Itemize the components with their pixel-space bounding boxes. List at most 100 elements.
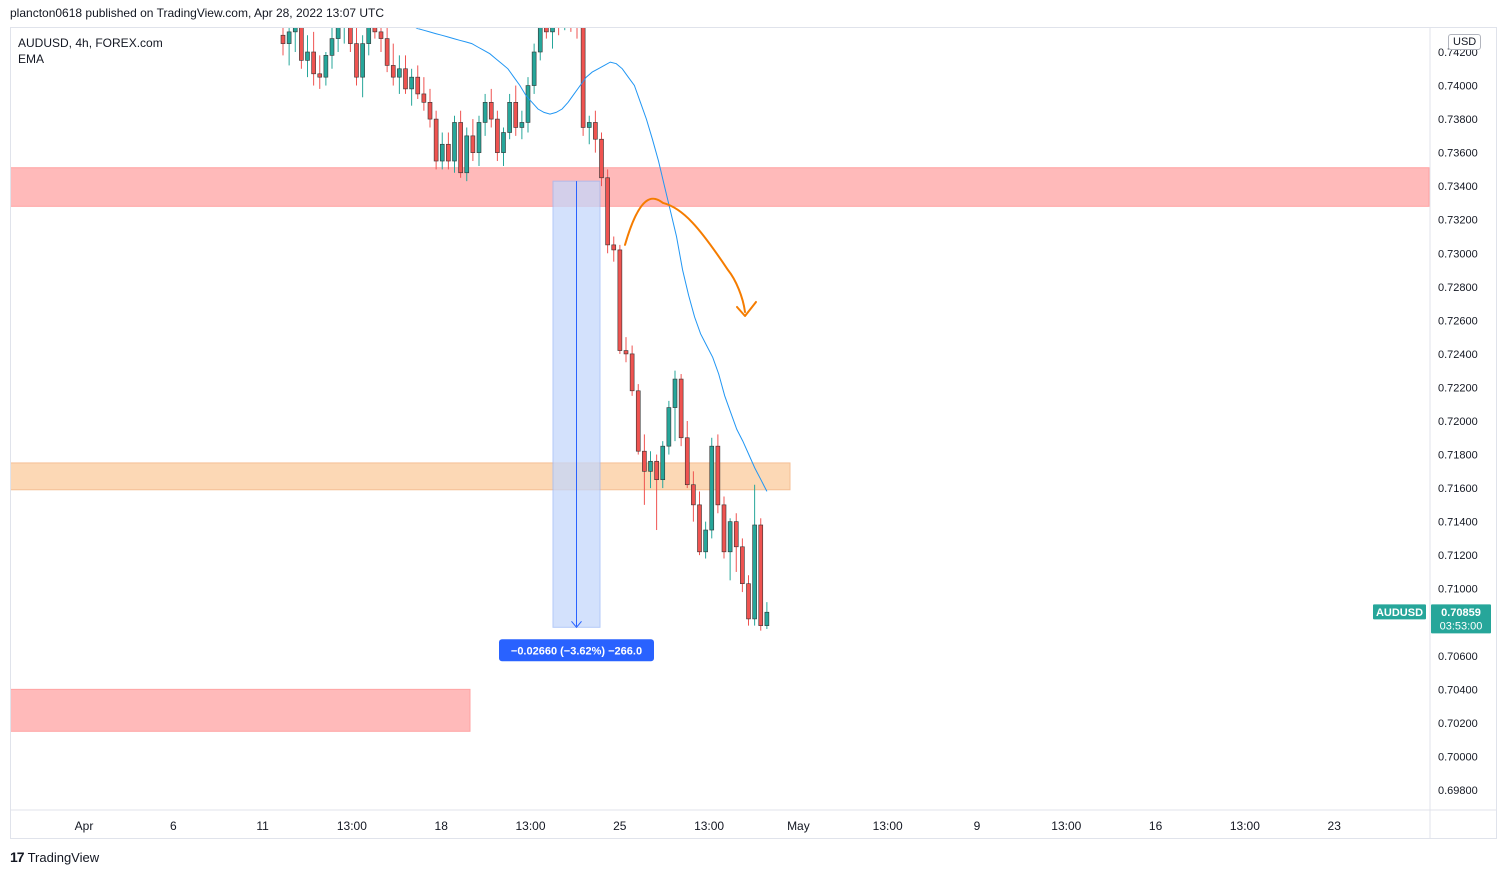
candle [611,236,617,262]
candle [586,115,592,145]
candle [501,127,506,167]
price-tick-label: 0.72200 [1438,382,1478,394]
candle [476,115,482,167]
candle-body [709,445,715,531]
tradingview-footer[interactable]: 17 TradingView [10,849,99,865]
candle [746,575,751,626]
candle-body [495,118,500,153]
time-tick-label: Apr [75,819,94,833]
candle-body [654,460,659,481]
symbol-price-tag [1373,604,1426,620]
brand-name: TradingView [27,849,100,865]
time-tick-label: 23 [1328,819,1342,833]
price-tick-label: 0.71800 [1438,450,1478,462]
candle-body [317,73,323,78]
candle [629,345,635,396]
candle-body [342,18,346,25]
candle [317,55,323,89]
candle-body [569,13,573,18]
candle [366,28,372,56]
candle [390,43,396,86]
candle-body [575,18,579,26]
zone-support [11,462,791,491]
measure-label-box [499,639,654,662]
candle-body [415,76,421,95]
candle [531,43,537,94]
candle [488,88,494,128]
candle-body [403,68,408,90]
candle-body [366,28,372,44]
candle [752,484,757,626]
candle-body [593,122,598,140]
candle-body [384,38,390,66]
candle-body [348,28,353,44]
currency-unit-button[interactable]: USD [1448,34,1482,50]
candle [721,496,727,559]
symbol-price-tag-label: AUDUSD [1376,607,1423,619]
candle-body [740,546,745,584]
candle [617,244,623,354]
price-tick-label: 0.71200 [1438,550,1478,562]
candle [280,28,286,56]
measure-layer [552,180,601,629]
price-tick-label: 0.73400 [1438,181,1478,193]
price-tick-label: 0.71000 [1438,584,1478,596]
time-tick-label: 13:00 [694,819,724,833]
time-tick-label: 13:00 [337,819,367,833]
candle [348,28,353,52]
price-tick-label: 0.70000 [1438,751,1478,763]
ema-line [415,28,768,492]
time-tick-label: May [787,819,810,833]
zones-layer [11,167,1430,732]
price-axis: 0.74200 0.74000 0.73800 0.73600 0.73400 0.732… [1429,28,1478,838]
candle-body [501,132,506,153]
candle [439,132,445,170]
candle [569,13,573,32]
time-tick-label: 6 [170,819,177,833]
candle-body [335,28,341,39]
candle-body [684,437,690,486]
candle-body [488,102,494,120]
candle [727,518,733,581]
candle-body [397,68,402,78]
indicator-label[interactable]: EMA [18,52,45,66]
candle-body [446,143,451,162]
candle-body [329,38,335,56]
candle-body [421,93,427,103]
candle-body [752,524,757,620]
candle-body [727,521,733,553]
candle [642,434,647,505]
last-price-tag [1431,604,1491,634]
candle [684,421,690,489]
candle [691,471,696,522]
price-tick-label: 0.72600 [1438,315,1478,327]
candle-body [409,76,414,90]
candle [421,77,427,111]
candle [452,115,457,173]
candle-body [286,31,292,44]
candle [733,513,739,572]
zone-target [11,688,471,732]
zone-resistance [11,167,1430,207]
time-tick-label: 13:00 [1051,819,1081,833]
candle-body [531,51,537,86]
candle [397,55,402,94]
bar-countdown: 03:53:00 [1440,620,1483,632]
candle-body [305,51,310,61]
candle-body [299,28,304,61]
candle [311,31,316,86]
candle [446,132,451,170]
candle-body [563,13,567,21]
candle-body [586,122,592,128]
candle-body [733,521,739,548]
candle [519,110,525,140]
candle-body [360,43,365,78]
candle [660,441,666,489]
price-tick-label: 0.71400 [1438,517,1478,529]
candle [544,28,549,39]
time-tick-label: 13:00 [1230,819,1260,833]
time-tick-label: 25 [613,819,627,833]
time-axis: Apr 6 11 13:00 18 13:00 25 13:00 May 13:00 9 13:00 1… [10,809,1497,833]
